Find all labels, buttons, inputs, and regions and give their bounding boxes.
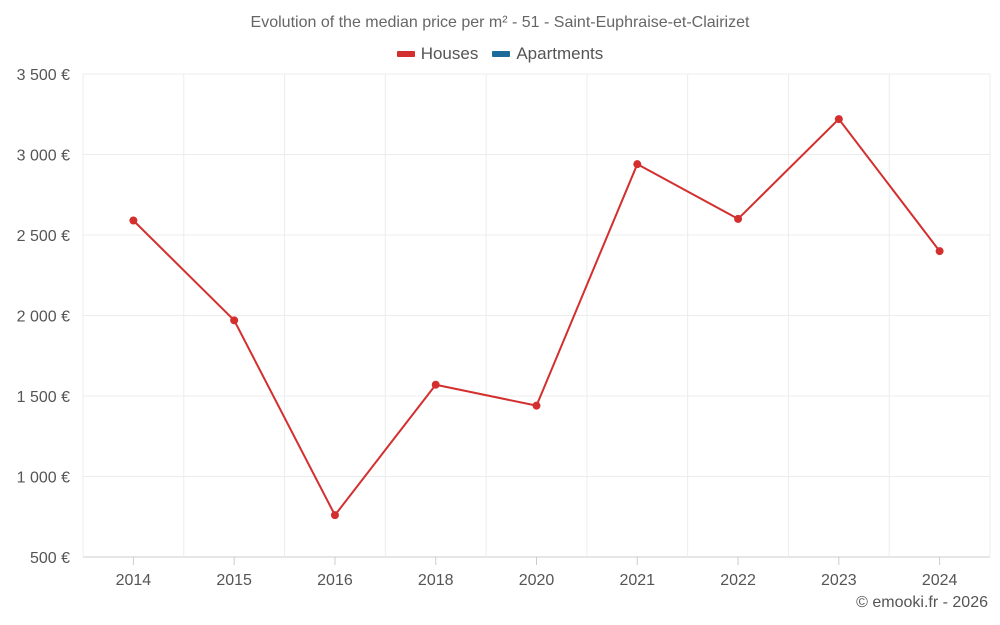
x-tick-label: 2023 xyxy=(821,572,857,589)
legend-item-apartments[interactable]: Apartments xyxy=(492,44,603,64)
y-tick-label: 500 € xyxy=(30,550,70,567)
legend: Houses Apartments xyxy=(0,44,1000,64)
axes: 500 € 1 000 € 1 500 € 2 000 € 2 500 € 3 000 €… xyxy=(17,67,958,589)
y-tick-label: 2 000 € xyxy=(17,309,70,326)
legend-item-houses[interactable]: Houses xyxy=(396,44,479,64)
legend-swatch-apartments xyxy=(492,51,511,57)
data-point-houses[interactable] xyxy=(230,316,239,325)
data-point-houses[interactable] xyxy=(935,247,944,256)
y-tick-label: 3 000 € xyxy=(17,148,70,165)
grid xyxy=(82,73,991,558)
x-tick-label: 2018 xyxy=(418,572,454,589)
x-tick-label: 2021 xyxy=(619,572,655,589)
x-tick-label: 2015 xyxy=(216,572,252,589)
data-point-houses[interactable] xyxy=(431,380,440,389)
y-tick-label: 3 500 € xyxy=(17,67,70,84)
legend-swatch-houses xyxy=(396,51,415,57)
legend-label-apartments: Apartments xyxy=(516,44,604,63)
data-point-houses[interactable] xyxy=(633,160,642,169)
data-point-houses[interactable] xyxy=(734,214,743,223)
x-tick-label: 2020 xyxy=(519,572,555,589)
x-tick-label: 2022 xyxy=(720,572,756,589)
series-layer xyxy=(129,115,944,520)
x-tick-label: 2014 xyxy=(116,572,152,589)
y-tick-label: 1 500 € xyxy=(17,389,70,406)
data-point-houses[interactable] xyxy=(532,401,541,410)
x-tick-label: 2024 xyxy=(922,572,958,589)
series-line-houses xyxy=(132,118,941,517)
data-point-houses[interactable] xyxy=(834,115,843,124)
y-tick-label: 1 000 € xyxy=(17,470,70,487)
data-point-houses[interactable] xyxy=(330,511,339,520)
y-tick-label: 2 500 € xyxy=(17,228,70,245)
x-tick-label: 2016 xyxy=(317,572,353,589)
legend-label-houses: Houses xyxy=(420,44,479,63)
credit-text: © emooki.fr - 2026 xyxy=(856,594,988,611)
chart-title: Evolution of the median price per m² - 5… xyxy=(250,14,750,31)
data-point-houses[interactable] xyxy=(129,216,138,225)
